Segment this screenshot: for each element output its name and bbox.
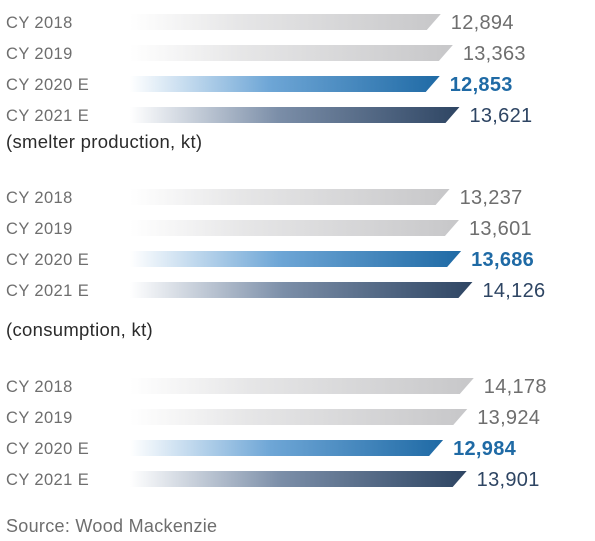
category-label: CY 2019 xyxy=(6,220,73,238)
bar xyxy=(130,220,459,236)
value-label: 13,363 xyxy=(463,43,526,65)
value-label: 13,901 xyxy=(477,469,540,491)
panel-2: CY 2018 13,237 CY 2019 13,601 CY 2020 E 13,68… xyxy=(6,187,545,340)
category-label: CY 2021 E xyxy=(6,471,89,489)
bar xyxy=(130,45,453,61)
bar xyxy=(130,251,462,267)
category-label: CY 2021 E xyxy=(6,107,89,125)
value-label: 12,894 xyxy=(451,12,514,34)
category-label: CY 2020 E xyxy=(6,76,89,94)
value-label: 13,924 xyxy=(477,407,540,429)
panel-note: (consumption, kt) xyxy=(6,319,153,340)
bar xyxy=(130,282,473,298)
bar xyxy=(130,189,450,205)
category-label: CY 2021 E xyxy=(6,282,89,300)
value-label: 12,984 xyxy=(453,438,517,460)
bar xyxy=(130,14,441,30)
category-label: CY 2020 E xyxy=(6,251,89,269)
category-label: CY 2020 E xyxy=(6,440,89,458)
bar xyxy=(130,378,474,394)
bar xyxy=(130,440,444,456)
panel-3: CY 2018 14,178 CY 2019 13,924 CY 2020 E 12,98… xyxy=(6,376,547,491)
category-label: CY 2018 xyxy=(6,14,73,32)
value-label: 13,686 xyxy=(471,249,534,271)
bar xyxy=(130,76,440,92)
value-label: 13,601 xyxy=(469,218,532,240)
source-note: Source: Wood Mackenzie xyxy=(6,516,217,536)
bar xyxy=(130,409,468,425)
bar xyxy=(130,107,460,123)
value-label: 13,237 xyxy=(460,187,523,209)
panel-note: (smelter production, kt) xyxy=(6,131,202,152)
value-label: 14,126 xyxy=(482,280,545,302)
bar xyxy=(130,471,467,487)
panel-1: CY 2018 12,894 CY 2019 13,363 CY 2020 E 12,85… xyxy=(6,12,532,152)
category-label: CY 2018 xyxy=(6,189,73,207)
category-label: CY 2019 xyxy=(6,45,73,63)
value-label: 13,621 xyxy=(469,105,532,127)
value-label: 14,178 xyxy=(484,376,547,398)
category-label: CY 2018 xyxy=(6,378,73,396)
value-label: 12,853 xyxy=(450,74,513,96)
category-label: CY 2019 xyxy=(6,409,73,427)
